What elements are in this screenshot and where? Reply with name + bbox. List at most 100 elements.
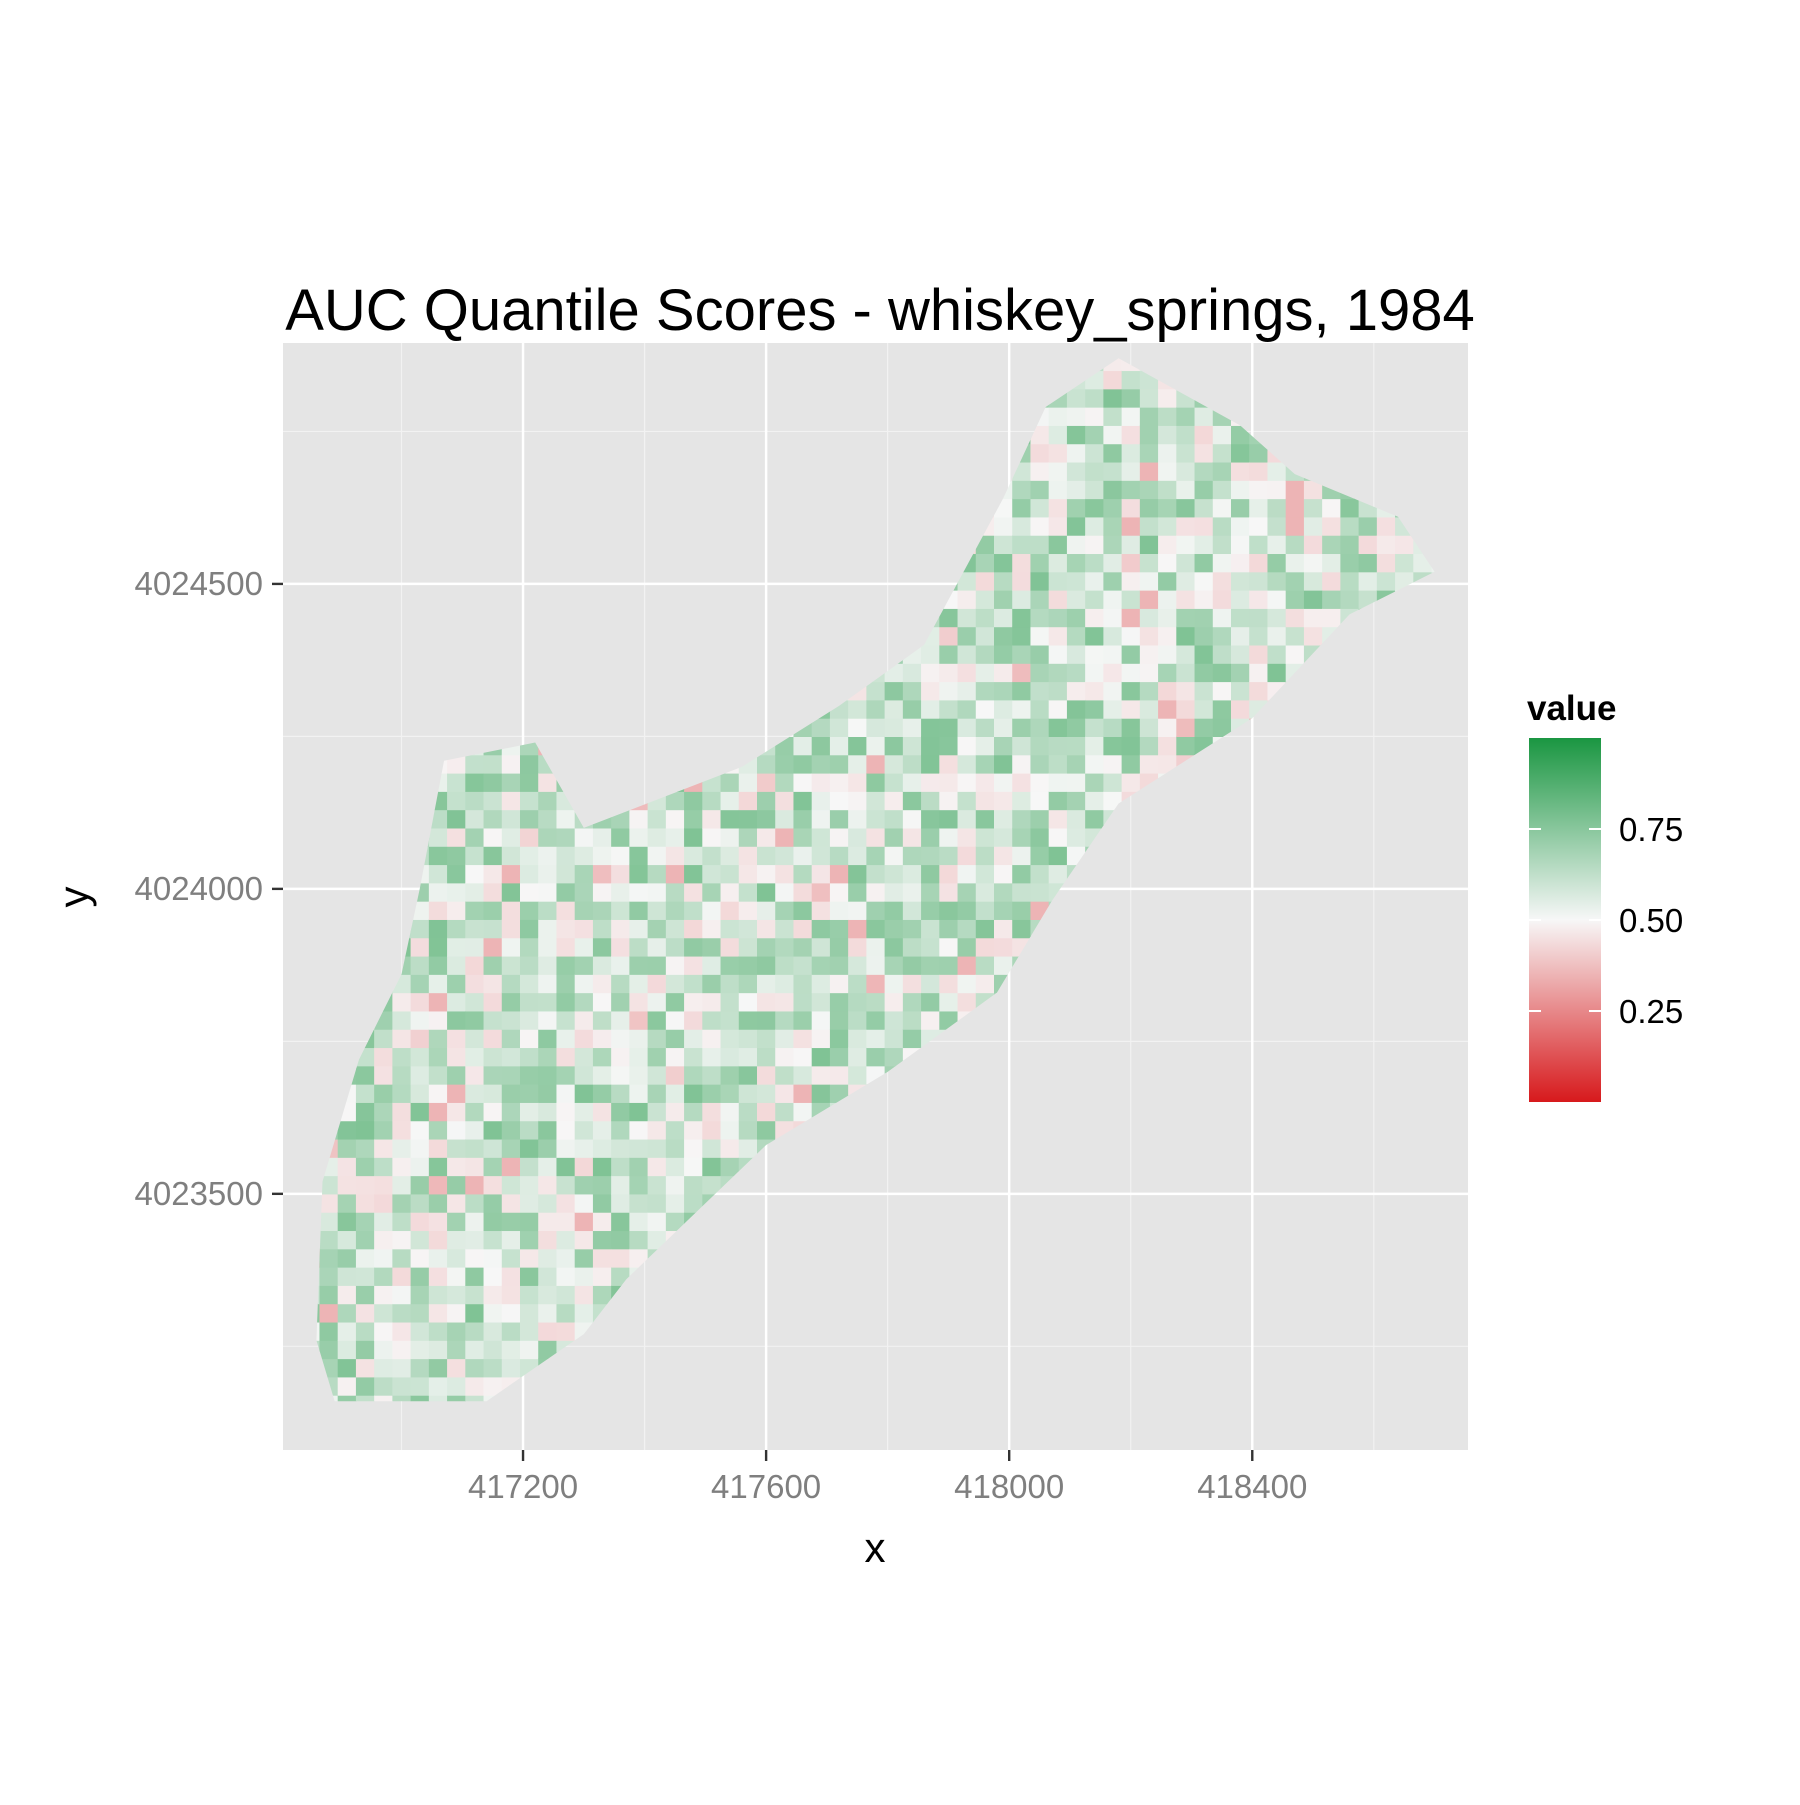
heatmap-tile [1030, 718, 1050, 737]
heatmap-tile [1231, 535, 1250, 555]
heatmap-tile [1103, 571, 1123, 591]
heatmap-tile [319, 1340, 339, 1360]
heatmap-tile [1303, 571, 1323, 591]
heatmap-tile [1048, 864, 1068, 884]
heatmap-tile [574, 827, 594, 847]
heatmap-tile [1212, 571, 1232, 591]
heatmap-tile [829, 937, 849, 957]
heatmap-tile [647, 1047, 667, 1067]
heatmap-tile [793, 754, 813, 774]
heatmap-tile [921, 827, 940, 847]
heatmap-tile [611, 1175, 630, 1195]
heatmap-tile [939, 937, 959, 957]
heatmap-tile [1139, 443, 1159, 463]
heatmap-tile [957, 699, 977, 719]
heatmap-tile [1012, 626, 1032, 646]
heatmap-tile [447, 937, 466, 957]
heatmap-tile [684, 809, 703, 829]
heatmap-tile [1103, 425, 1123, 445]
heatmap-tile [1340, 553, 1360, 573]
heatmap-tile [829, 1029, 849, 1049]
heatmap-tile [483, 1212, 503, 1232]
heatmap-tile [1176, 461, 1196, 481]
heatmap-tile [556, 1248, 576, 1268]
heatmap-tile [465, 827, 485, 847]
heatmap-tile [1212, 590, 1232, 609]
heatmap-tile [866, 699, 886, 719]
heatmap-tile [1048, 644, 1068, 664]
heatmap-tile [1012, 846, 1032, 866]
heatmap-tile [1139, 571, 1159, 591]
heatmap-tile [1158, 388, 1177, 408]
heatmap-tile [538, 864, 558, 884]
heatmap-tile [483, 1303, 503, 1323]
heatmap-tile [1066, 388, 1086, 408]
heatmap-tile [811, 901, 831, 920]
heatmap-tile [957, 663, 977, 683]
heatmap-tile [1176, 736, 1196, 756]
heatmap-tile [629, 1175, 649, 1195]
heatmap-tile [921, 937, 940, 957]
heatmap-tile [1231, 461, 1250, 481]
heatmap-tile [337, 1395, 357, 1402]
y-tick-label: 4024500 [135, 565, 263, 602]
heatmap-tile [1030, 736, 1050, 756]
heatmap-tile [374, 1102, 393, 1122]
heatmap-tile [629, 1120, 649, 1140]
heatmap-tile [684, 846, 703, 866]
heatmap-tile [1322, 516, 1341, 536]
heatmap-tile [465, 864, 485, 884]
heatmap-tile [1212, 461, 1232, 481]
heatmap-tile [447, 1340, 466, 1360]
heatmap-tile [647, 809, 667, 829]
heatmap-tile [994, 827, 1013, 847]
heatmap-tile [501, 1358, 521, 1378]
heatmap-tile [592, 882, 612, 902]
heatmap-tile [538, 937, 558, 957]
heatmap-tile [1267, 535, 1287, 555]
heatmap-tile [757, 919, 776, 939]
heatmap-tile [994, 590, 1013, 609]
heatmap-tile [520, 937, 539, 957]
heatmap-tile [447, 1230, 466, 1250]
heatmap-tile [337, 1267, 357, 1286]
heatmap-tile [957, 864, 977, 884]
heatmap-tile [702, 1138, 722, 1158]
heatmap-tile [848, 772, 867, 792]
heatmap-tile [665, 1212, 685, 1232]
heatmap-tile [574, 937, 594, 957]
heatmap-tile [392, 1065, 412, 1085]
heatmap-tile [1285, 590, 1305, 609]
heatmap-tile [483, 827, 503, 847]
heatmap-tile [611, 1157, 630, 1177]
heatmap-tile [1231, 571, 1250, 591]
heatmap-tile [1066, 772, 1086, 792]
heatmap-tile [647, 864, 667, 884]
heatmap-tile [1176, 553, 1196, 573]
heatmap-tile [829, 1065, 849, 1085]
heatmap-tile [665, 1084, 685, 1103]
heatmap-tile [520, 919, 539, 939]
heatmap-tile [1121, 535, 1141, 555]
heatmap-tile [410, 974, 430, 994]
heatmap-tile [1066, 407, 1086, 426]
heatmap-tile [574, 1193, 594, 1213]
heatmap-tile [702, 1010, 722, 1030]
heatmap-tile [1158, 718, 1177, 737]
heatmap-tile [447, 809, 466, 829]
heatmap-tile [392, 1029, 412, 1049]
heatmap-tile [684, 1138, 703, 1158]
heatmap-tile [647, 937, 667, 957]
heatmap-tile [574, 1047, 594, 1067]
heatmap-tile [1158, 516, 1177, 536]
heatmap-tile [592, 1010, 612, 1030]
heatmap-tile [957, 901, 977, 920]
heatmap-tile [957, 791, 977, 811]
heatmap-tile [866, 718, 886, 737]
heatmap-tile [629, 864, 649, 884]
heatmap-tile [975, 937, 995, 957]
heatmap-tile [447, 754, 466, 774]
heatmap-tile [483, 1230, 503, 1250]
heatmap-tile [520, 864, 539, 884]
heatmap-tile [556, 1084, 576, 1103]
